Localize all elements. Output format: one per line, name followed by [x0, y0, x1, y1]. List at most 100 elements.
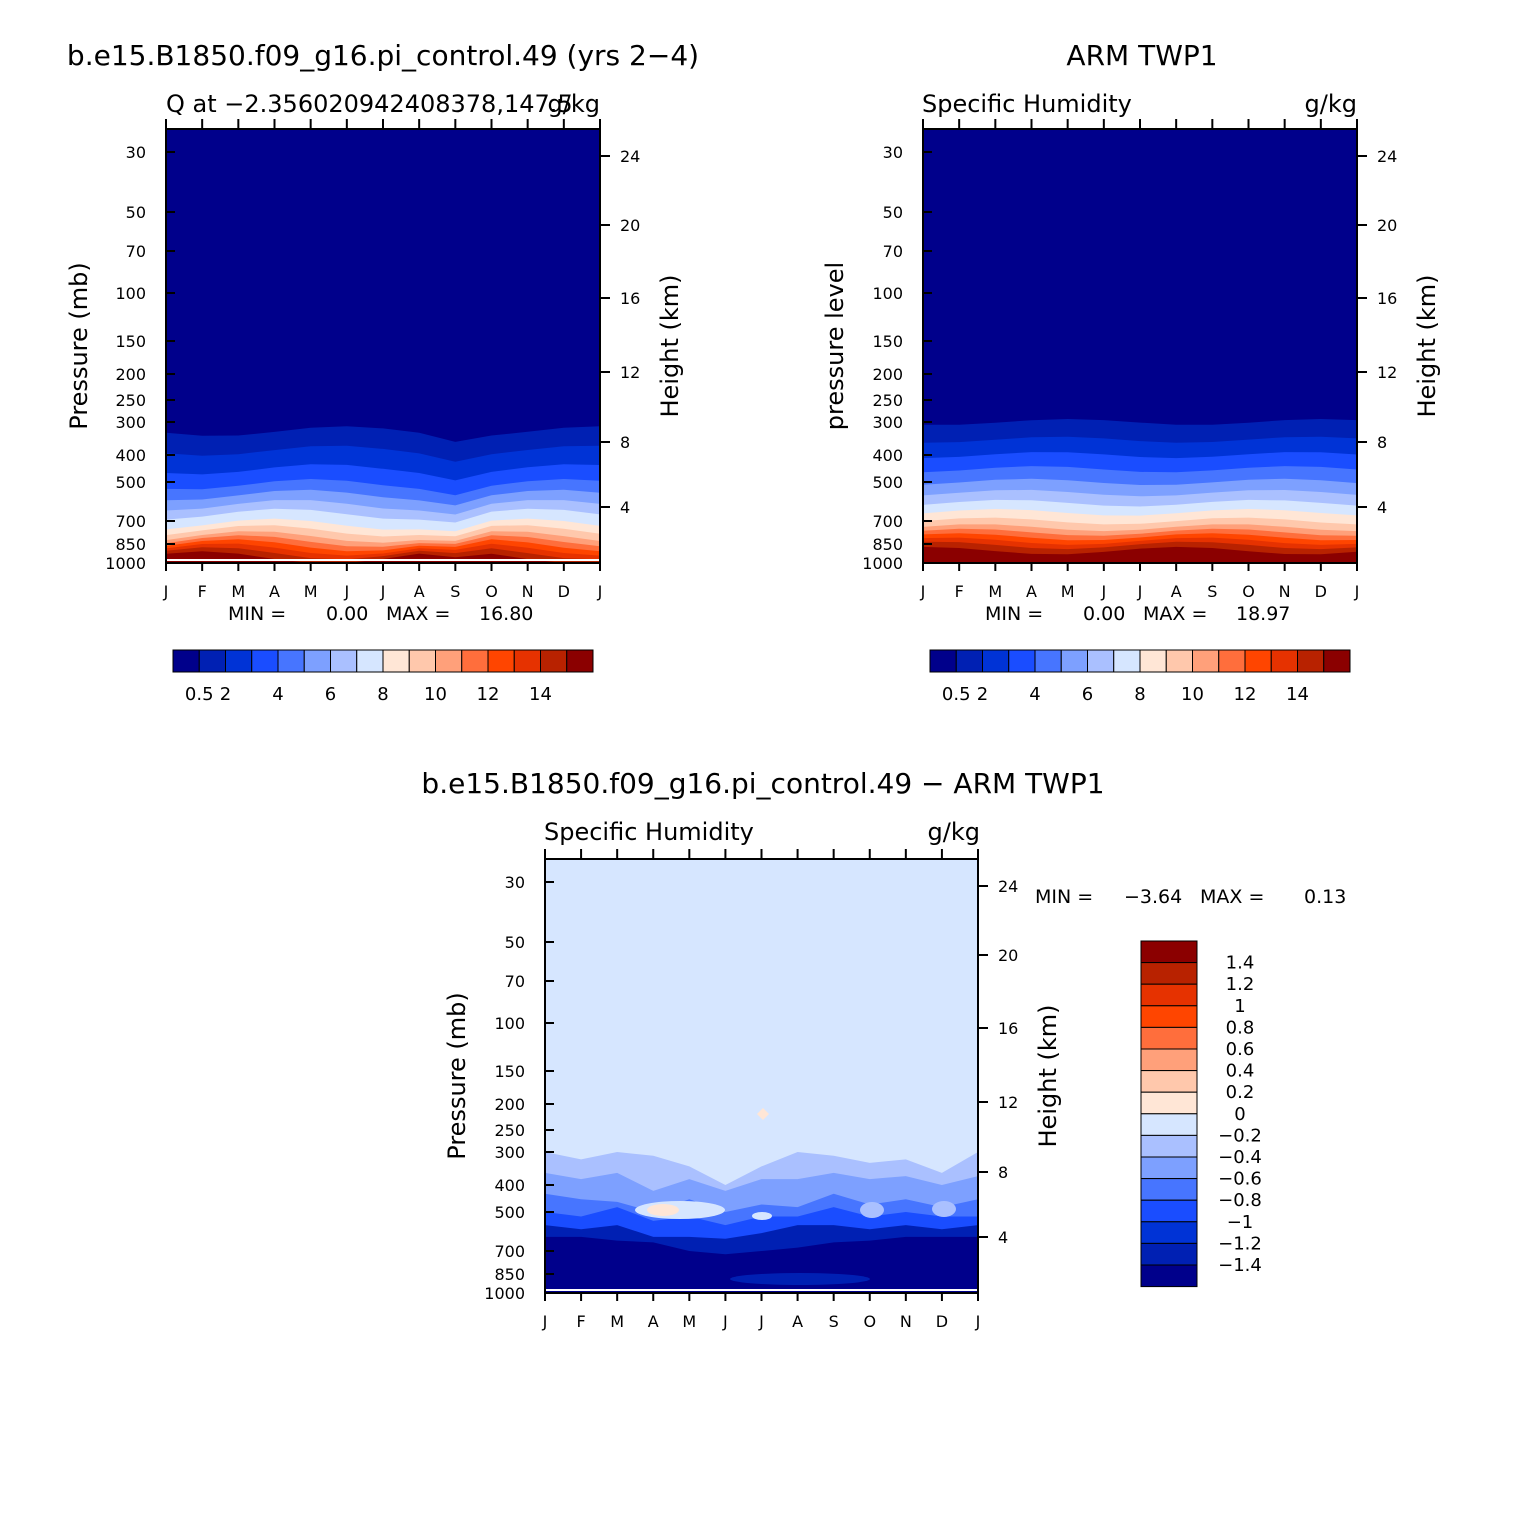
panel-model-max-value: 16.80 [479, 603, 533, 625]
panel-model-colorbar: 0.5 2 4 6 8 10 12 14 [172, 649, 594, 705]
colorbar-swatch [566, 649, 594, 673]
panel-model-units: g/kg [548, 90, 600, 118]
pressure-tick-label: 300 [494, 1143, 525, 1162]
height-tick-label: 12 [998, 1093, 1018, 1112]
panel-obs-max-value: 18.97 [1236, 603, 1290, 625]
height-tick-label: 24 [998, 877, 1018, 896]
panel-model-left-subtitle: Q at −2.356020942408378,147.5 [166, 90, 573, 118]
panel-obs-title: ARM TWP1 [1066, 39, 1217, 72]
colorbar-swatch [1165, 649, 1193, 673]
colorbar-swatch [1140, 1264, 1198, 1288]
pressure-tick-label: 1000 [484, 1284, 525, 1303]
height-tick-label: 8 [620, 433, 630, 452]
colorbar-swatch [1270, 649, 1298, 673]
colorbar-label: 0.8 [1226, 1017, 1255, 1038]
month-tick-label: F [955, 582, 964, 601]
colorbar-swatch [982, 649, 1010, 673]
month-tick-label: N [900, 1312, 912, 1331]
colorbar-swatch [408, 649, 436, 673]
colorbar-swatch [198, 649, 226, 673]
pressure-tick-label: 1000 [105, 554, 146, 573]
month-tick-label: D [558, 582, 570, 601]
height-tick-label: 16 [620, 289, 640, 308]
colorbar-swatch [356, 649, 384, 673]
month-tick-label: S [829, 1312, 839, 1331]
pressure-tick-label: 250 [115, 391, 146, 410]
colorbar-swatch [1140, 940, 1198, 964]
pressure-tick-label: 850 [494, 1265, 525, 1284]
colorbar-swatch [1140, 1091, 1198, 1115]
height-tick-label: 16 [998, 1019, 1018, 1038]
colorbar-label: −0.6 [1218, 1169, 1262, 1190]
colorbar-swatch [1140, 1070, 1198, 1093]
colorbar-swatch [1140, 1199, 1198, 1223]
panel-diff-ylabel-right: Height (km) [1034, 1005, 1062, 1148]
colorbar-label: 14 [529, 684, 552, 705]
colorbar-swatch [172, 649, 200, 673]
colorbar-swatch [1218, 649, 1246, 673]
pressure-tick-label: 300 [115, 413, 146, 432]
pressure-tick-label: 300 [872, 413, 903, 432]
colorbar-label: 4 [272, 684, 283, 705]
height-tick-label: 24 [1377, 147, 1397, 166]
pressure-tick-label: 30 [883, 143, 903, 162]
colorbar-label: 0.2 [1226, 1082, 1255, 1103]
colorbar-swatch [1297, 649, 1325, 673]
height-tick-label: 4 [620, 498, 630, 517]
colorbar-swatch [540, 649, 568, 673]
pressure-tick-label: 30 [126, 143, 146, 162]
pressure-tick-label: 200 [115, 365, 146, 384]
pressure-tick-label: 500 [115, 473, 146, 492]
colorbar-label: 0.5 [185, 684, 214, 705]
pressure-tick-label: 70 [505, 972, 525, 991]
panel-obs-ylabel: pressure level [821, 262, 849, 430]
colorbar-label: 0.5 [942, 684, 971, 705]
month-tick-label: S [1207, 582, 1217, 601]
month-tick-label: A [414, 582, 425, 601]
pressure-tick-label: 400 [115, 446, 146, 465]
month-tick-label: D [1315, 582, 1327, 601]
panel-diff-title: b.e15.B1850.f09_g16.pi_control.49 − ARM … [421, 767, 1104, 800]
panel-diff-max-label: MAX = [1200, 886, 1264, 908]
height-tick-label: 12 [620, 363, 640, 382]
pressure-tick-label: 50 [883, 203, 903, 222]
pressure-tick-label: 150 [494, 1062, 525, 1081]
month-tick-label: F [576, 1312, 585, 1331]
month-tick-label: A [1171, 582, 1182, 601]
colorbar-label: 1.4 [1226, 953, 1255, 974]
height-tick-label: 12 [1377, 363, 1397, 382]
panel-obs-contour-fill [923, 129, 1357, 563]
panel-obs-colorbar: 0.5 2 4 6 8 10 12 14 [929, 649, 1351, 705]
colorbar-swatch [251, 649, 279, 673]
panel-model-min-label: MIN = [228, 603, 286, 625]
pressure-tick-label: 850 [115, 535, 146, 554]
month-tick-label: A [269, 582, 280, 601]
panel-diff-ylabel: Pressure (mb) [443, 992, 471, 1159]
month-tick-label: J [597, 582, 603, 601]
colorbar-swatch [1008, 649, 1036, 673]
panel-diff-max-value: 0.13 [1304, 886, 1346, 908]
pressure-tick-label: 200 [494, 1095, 525, 1114]
panel-model: b.e15.B1850.f09_g16.pi_control.49 (yrs 2… [65, 39, 699, 705]
colorbar-swatch [1140, 962, 1198, 985]
month-tick-label: M [231, 582, 245, 601]
panel-model-min-value: 0.00 [326, 603, 368, 625]
colorbar-swatch [1140, 983, 1198, 1007]
colorbar-label: −0.4 [1218, 1147, 1262, 1168]
panel-obs-min-value: 0.00 [1083, 603, 1125, 625]
anomaly-region [730, 1273, 870, 1285]
colorbar-swatch [1323, 649, 1351, 673]
colorbar-swatch [461, 649, 489, 673]
colorbar-swatch [1192, 649, 1220, 673]
panel-diff-left-subtitle: Specific Humidity [544, 818, 754, 846]
colorbar-swatch [1087, 649, 1115, 673]
pressure-tick-label: 250 [494, 1121, 525, 1140]
colorbar-swatch [303, 649, 331, 673]
colorbar-label: 4 [1029, 684, 1040, 705]
colorbar-swatch [929, 649, 957, 673]
panel-model-ylabel: Pressure (mb) [65, 262, 93, 429]
pressure-tick-label: 200 [872, 365, 903, 384]
panel-diff-colorbar: 1.41.210.80.60.40.20−0.2−0.4−0.6−0.8−1−1… [1140, 940, 1262, 1288]
panel-diff: b.e15.B1850.f09_g16.pi_control.49 − ARM … [421, 767, 1346, 1331]
colorbar-swatch [1140, 1134, 1198, 1158]
